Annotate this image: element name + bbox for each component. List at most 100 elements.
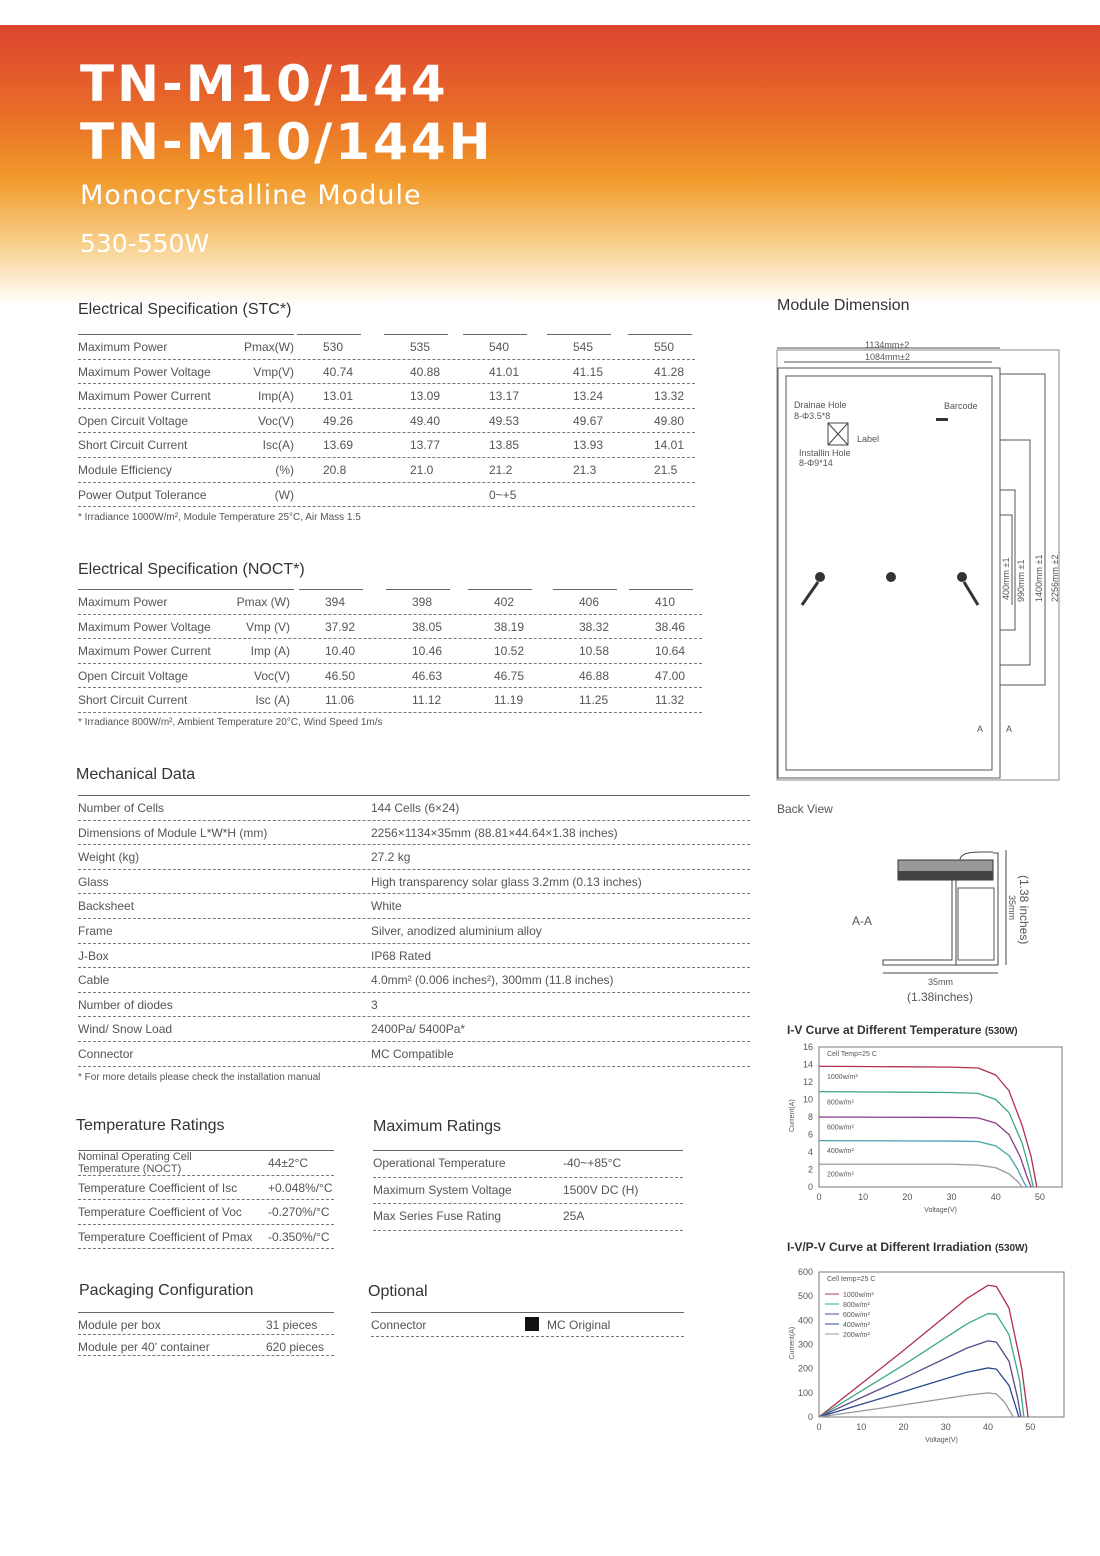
barcode-label: Barcode [944,401,978,411]
y-tick-label: 2 [808,1165,813,1175]
row-value: 40.74 [323,364,354,379]
row-value: 406 [579,595,600,609]
y-tick-label: 14 [803,1060,813,1070]
label-text: Label [857,434,879,444]
ivpv-irradiation-chart: 0 10 20 30 40 500100200300400500600Voltage(V)… [789,1267,1065,1444]
row-value: 10.40 [325,644,356,659]
temperature-title: Temperature Ratings [76,1117,225,1134]
legend-label: 600w/m² [843,1312,871,1319]
legend-label: 400w/m² [843,1322,871,1329]
x-tick-label: 0 [816,1192,821,1202]
legend-label: 800w/m² [843,1302,871,1309]
header-rule [78,589,294,590]
header-rule [371,1312,684,1313]
row-unit: Pmax (W) [236,595,290,609]
row-label: Weight (kg) [78,850,140,865]
ivpv-title-text: I-V/P-V Curve at Different Irradiation [787,1240,992,1254]
row-label: Module per 40' container [78,1339,210,1354]
row-value: 13.01 [323,389,354,404]
data-row: Connector MC Original [371,1313,684,1337]
row-unit: Imp(A) [258,389,294,404]
row-value: 11.12 [412,693,442,708]
header-rule [628,334,692,335]
header-rule [384,334,448,335]
row-value: 38.32 [579,619,610,634]
series-line [819,1163,1023,1188]
row-value: 38.19 [494,619,525,634]
row-label: Maximum Power Voltage [78,364,211,379]
series-line [818,1392,1014,1418]
series-line [818,1312,1025,1418]
data-row: Wind/ Snow Load 2400Pa/ 5400Pa* [78,1017,750,1042]
data-row: Glass High transparency solar glass 3.2mm… [78,870,750,895]
section-width-mm: 35mm [928,977,953,987]
label-box [827,422,849,446]
row-label: Operational Temperature [373,1156,506,1170]
row-value: 46.75 [494,668,525,683]
maximum-table: Operational Temperature -40~+85°C Maximum … [373,1150,683,1231]
row-label: Max Series Fuse Rating [373,1209,502,1223]
spec-row: Maximum Power Pmax(W) 530 535 540 545 550 [78,335,695,360]
y-tick-label: 600 [798,1267,813,1277]
row-value: MC Original [547,1318,611,1332]
packaging-table: Module per box 31 pieces Module per 40' co… [78,1312,334,1356]
row-value: 13.69 [323,438,354,453]
legend-label: 1000w/m² [843,1292,874,1299]
series-line [818,1367,1020,1418]
row-value: 2256×1134×35mm (88.81×44.64×1.38 inches) [371,825,618,840]
header-rule [629,589,693,590]
series-line [818,1065,1038,1188]
row-value: 2400Pa/ 5400Pa* [371,1022,466,1037]
row-unit: Pmax(W) [244,340,294,354]
row-value: MC Compatible [371,1046,454,1061]
row-value: 13.85 [489,438,520,453]
x-axis-label: Voltage(V) [925,1437,958,1444]
row-label: J-Box [78,948,109,963]
row-value: 394 [325,595,346,609]
row-label: Dimensions of Module L*W*H (mm) [78,825,268,840]
row-value: 540 [489,340,510,354]
row-label: Module Efficiency [78,462,172,477]
dimension-title: Module Dimension [777,297,910,314]
series-label: 800w/m² [827,1100,855,1107]
stc-title: Electrical Specification (STC*) [78,301,292,318]
row-value: 144 Cells (6×24) [371,801,460,815]
y-tick-label: 400 [798,1315,813,1325]
y-tick-label: 500 [798,1291,813,1301]
row-value: +0.048%/°C [268,1180,333,1195]
row-label: Maximum Power [78,340,168,354]
data-row: Operational Temperature -40~+85°C [373,1151,683,1178]
row-value: 11.25 [579,693,609,708]
row-label: Glass [78,874,109,889]
row-value: 40.88 [410,364,441,379]
data-row: Frame Silver, anodized aluminium alloy [78,919,750,944]
section-depth-in: (1.38 inches) [1017,875,1031,944]
row-value: 545 [573,340,594,354]
row-value: IP68 Rated [371,948,432,963]
header-rule [297,334,361,335]
x-axis-label: Voltage(V) [924,1207,957,1214]
plot-area [818,1271,1065,1418]
row-value: 0~+5 [489,487,517,502]
spec-row: Module Efficiency (%) 20.8 21.0 21.2 21.3 21.5 [78,458,695,483]
row-label: Open Circuit Voltage [78,668,189,683]
row-label: Module per box [78,1318,161,1332]
row-label: Maximum Power Voltage [78,619,211,634]
y-tick-label: 300 [798,1340,813,1350]
y-tick-label: 200 [798,1364,813,1374]
row-value: 14.01 [654,438,685,453]
chart-annotation: Cell temp=25 C [827,1276,875,1283]
row-value: 21.5 [654,462,678,477]
spec-row: Maximum Power Voltage Vmp (V) 37.92 38.05 38… [78,615,702,640]
x-tick-label: 20 [902,1192,912,1202]
series-line [818,1116,1032,1188]
row-value: 31 pieces [266,1318,318,1332]
y-tick-label: 0 [808,1182,813,1192]
iv-title-text: I-V Curve at Different Temperature [787,1023,982,1037]
data-row: Maximum System Voltage 1500V DC (H) [373,1178,683,1204]
y-tick-label: 12 [803,1077,813,1087]
row-value: 13.17 [489,389,520,404]
noct-title: Electrical Specification (NOCT*) [78,561,305,578]
spec-row: Open Circuit Voltage Voc(V) 49.26 49.40 49.5… [78,409,695,434]
data-row: Module per box 31 pieces [78,1313,334,1335]
